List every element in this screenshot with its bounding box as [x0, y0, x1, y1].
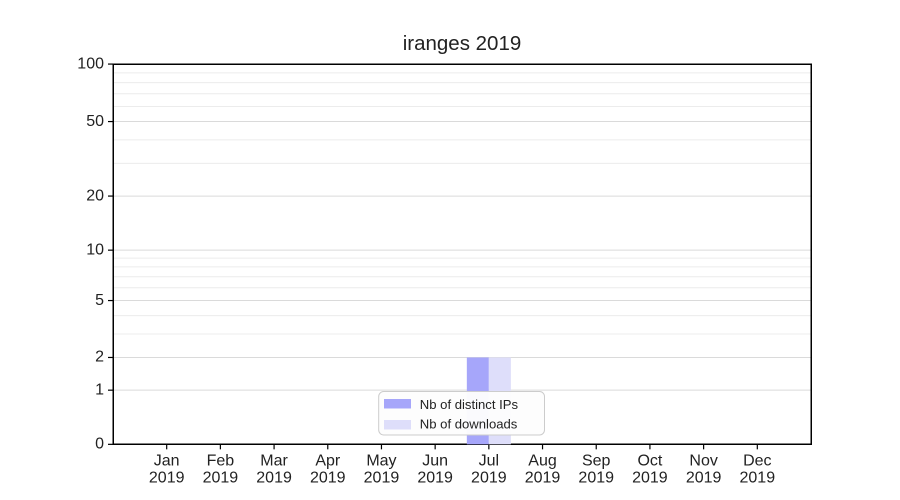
svg-text:May: May [366, 452, 396, 469]
svg-text:2019: 2019 [632, 469, 668, 486]
svg-text:2019: 2019 [364, 469, 400, 486]
svg-text:Jan: Jan [154, 452, 180, 469]
svg-text:Oct: Oct [637, 452, 662, 469]
svg-text:Nb of downloads: Nb of downloads [420, 417, 518, 432]
svg-text:100: 100 [77, 55, 104, 72]
svg-text:Sep: Sep [582, 452, 611, 469]
svg-text:Jun: Jun [422, 452, 448, 469]
svg-text:2019: 2019 [310, 469, 346, 486]
svg-text:Nov: Nov [689, 452, 717, 469]
svg-text:2019: 2019 [740, 469, 776, 486]
svg-text:Mar: Mar [260, 452, 288, 469]
svg-text:2019: 2019 [578, 469, 614, 486]
svg-text:2019: 2019 [525, 469, 561, 486]
svg-text:Jul: Jul [479, 452, 499, 469]
svg-text:0: 0 [95, 436, 104, 453]
svg-text:Aug: Aug [528, 452, 556, 469]
svg-text:1: 1 [95, 381, 104, 398]
svg-text:5: 5 [95, 292, 104, 309]
svg-text:50: 50 [86, 113, 104, 130]
svg-text:2: 2 [95, 349, 104, 366]
svg-text:Nb of distinct IPs: Nb of distinct IPs [420, 397, 519, 412]
svg-text:Dec: Dec [743, 452, 771, 469]
svg-text:2019: 2019 [149, 469, 185, 486]
svg-text:2019: 2019 [203, 469, 239, 486]
svg-text:20: 20 [86, 187, 104, 204]
svg-text:Apr: Apr [315, 452, 341, 469]
svg-text:2019: 2019 [686, 469, 722, 486]
svg-text:10: 10 [86, 241, 104, 258]
svg-text:2019: 2019 [471, 469, 507, 486]
svg-text:2019: 2019 [417, 469, 453, 486]
svg-text:2019: 2019 [256, 469, 292, 486]
svg-text:iranges 2019: iranges 2019 [403, 32, 522, 55]
svg-text:Feb: Feb [207, 452, 235, 469]
